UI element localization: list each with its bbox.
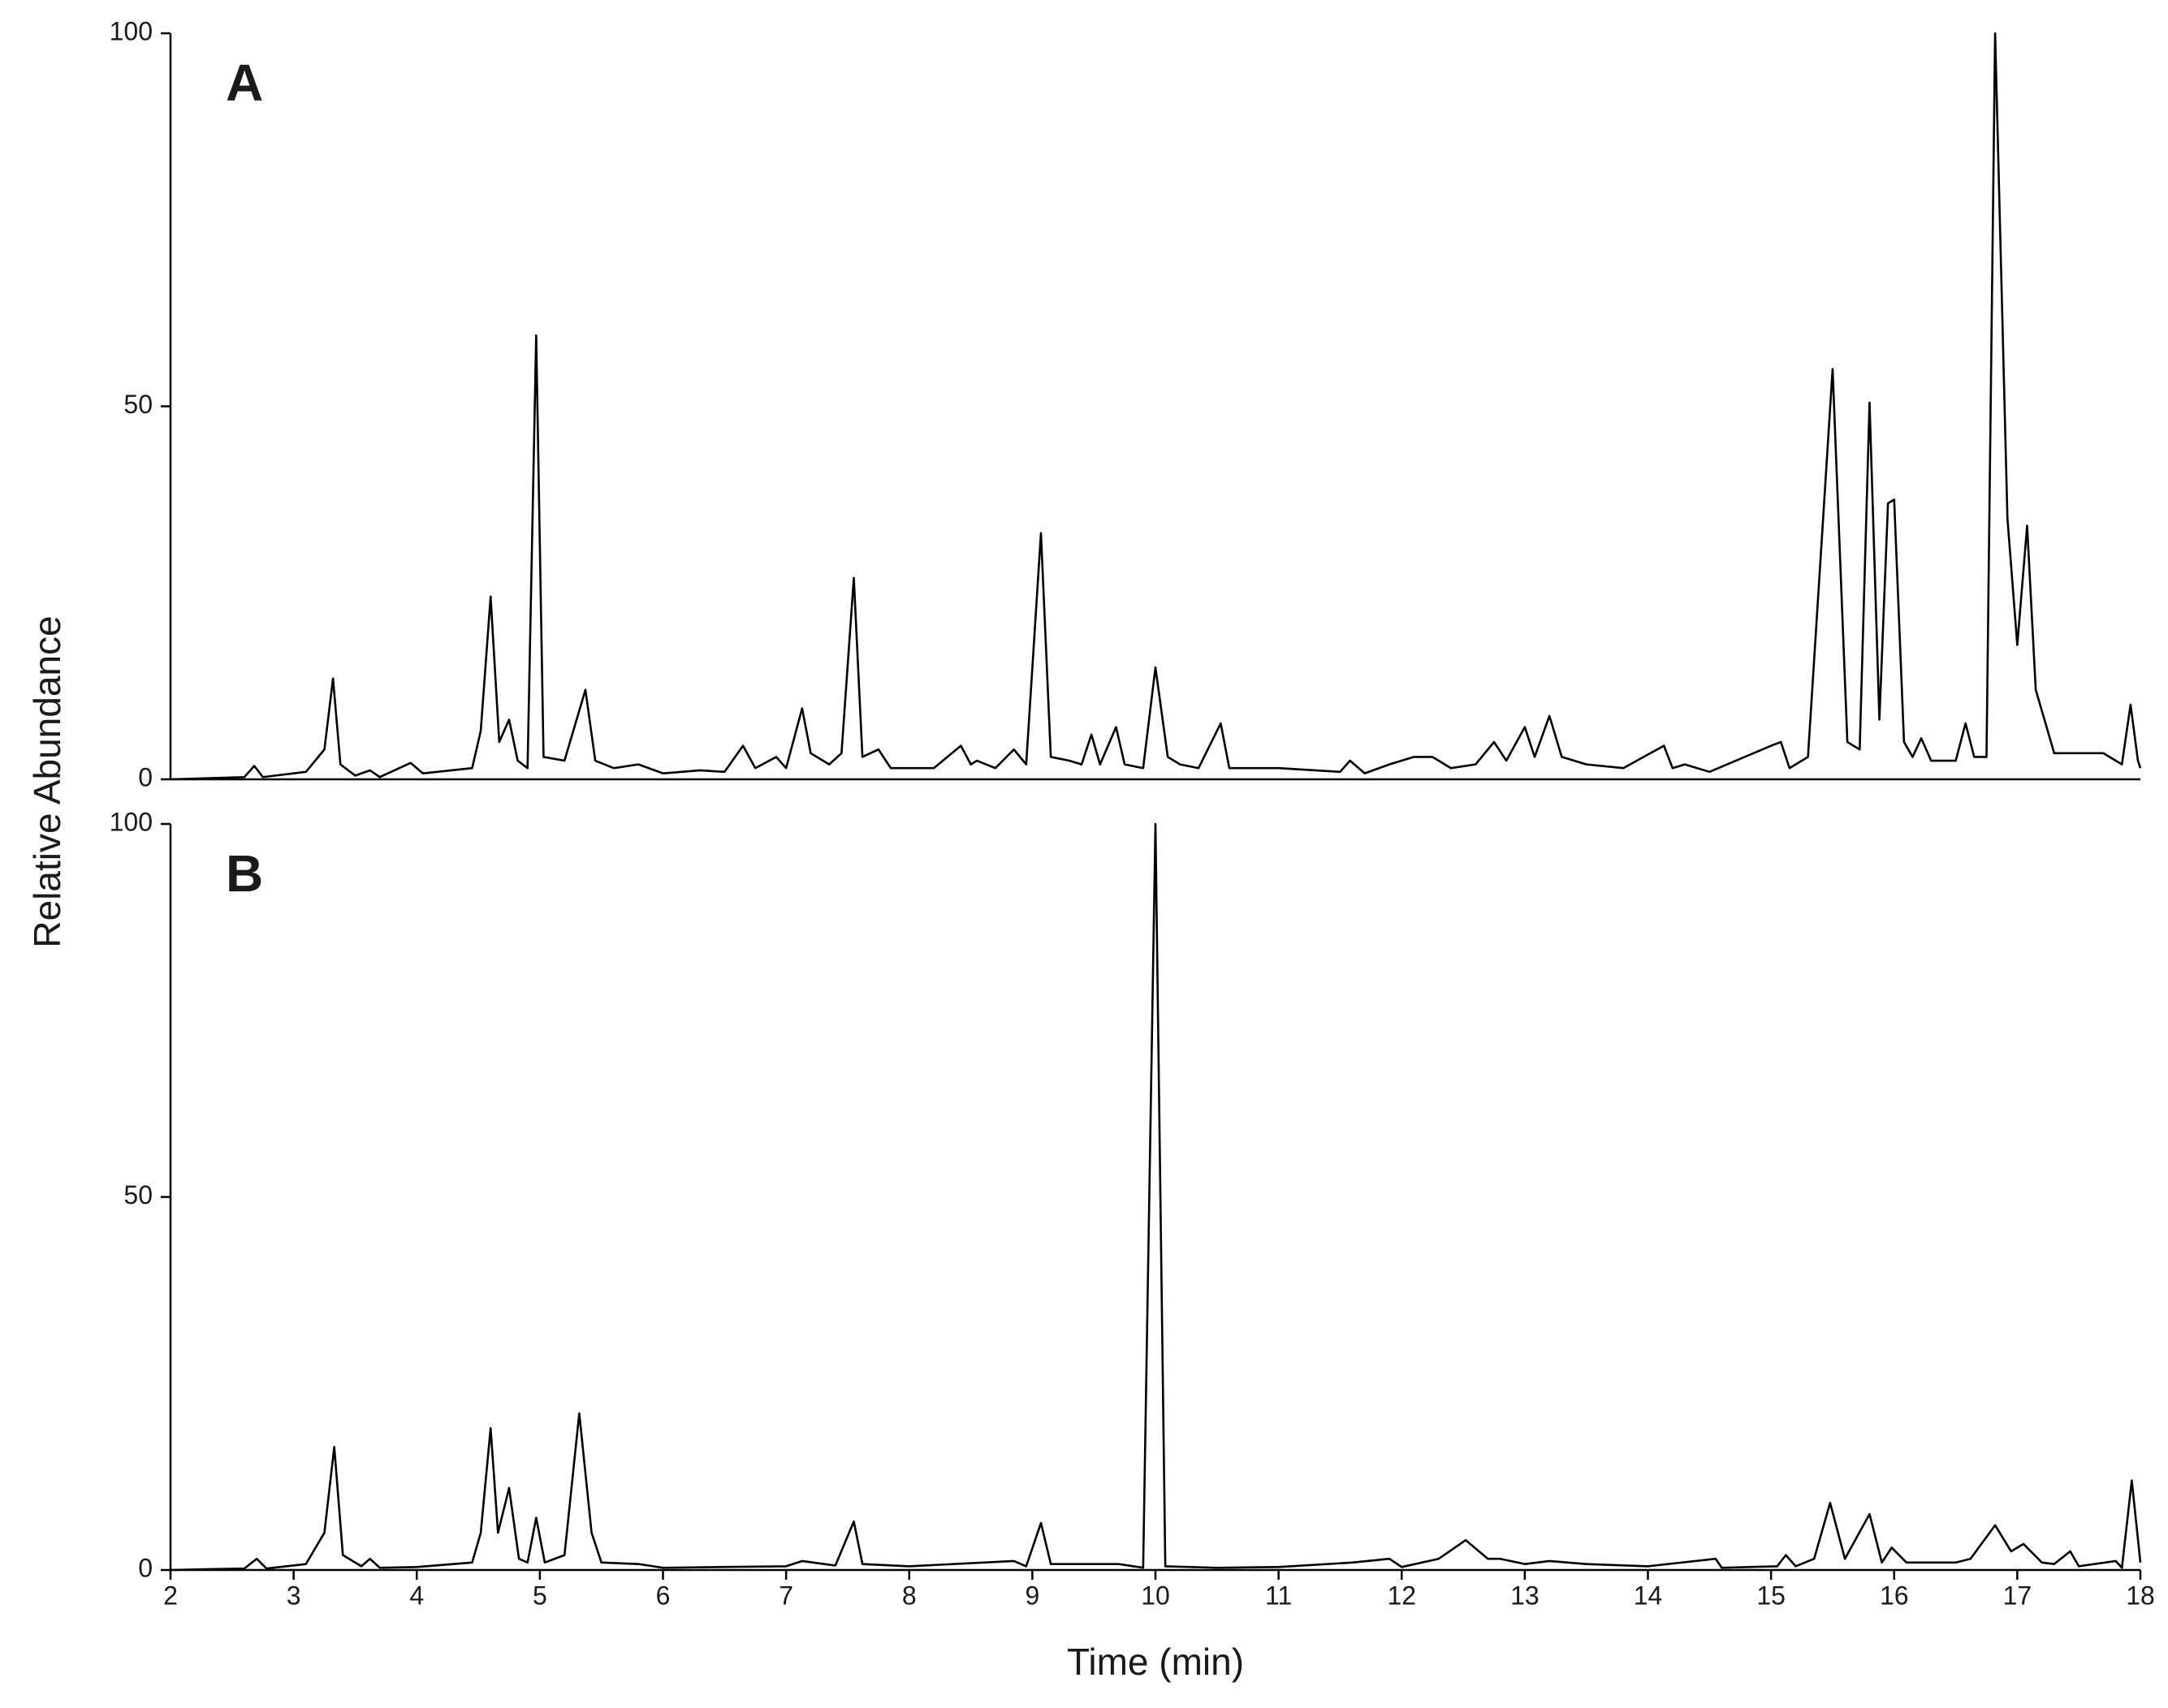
x-tick-label: 15: [1756, 1581, 1786, 1610]
x-tick-label: 6: [656, 1581, 671, 1610]
x-tick-label: 16: [1880, 1581, 1909, 1610]
x-tick-label: 14: [1634, 1581, 1663, 1610]
y-tick-label: 0: [138, 1553, 153, 1582]
x-tick-label: 13: [1510, 1581, 1540, 1610]
x-tick-label: 7: [779, 1581, 793, 1610]
x-tick-label: 8: [902, 1581, 917, 1610]
panel-label: A: [226, 54, 263, 112]
chromatogram-trace: [170, 32, 2142, 781]
y-axis-title: Relative Abundance: [26, 615, 68, 947]
x-tick-label: 17: [2003, 1581, 2032, 1610]
panel-label: B: [226, 844, 263, 903]
x-tick-label: 3: [287, 1581, 301, 1610]
chromatogram-trace: [170, 822, 2142, 1572]
x-tick-label: 4: [409, 1581, 424, 1610]
y-tick-label: 0: [138, 762, 153, 791]
x-tick-label: 11: [1265, 1581, 1292, 1610]
x-tick-label: 9: [1025, 1581, 1039, 1610]
x-tick-label: 10: [1141, 1581, 1170, 1610]
y-tick-label: 100: [110, 807, 153, 836]
y-tick-label: 50: [123, 1180, 153, 1210]
x-tick-label: 18: [2126, 1581, 2155, 1610]
y-tick-label: 100: [110, 16, 153, 45]
x-axis-title: Time (min): [1067, 1641, 1244, 1683]
y-tick-label: 50: [123, 390, 153, 419]
x-tick-label: 12: [1387, 1581, 1416, 1610]
x-tick-label: 5: [533, 1581, 547, 1610]
x-tick-label: 2: [163, 1581, 178, 1610]
